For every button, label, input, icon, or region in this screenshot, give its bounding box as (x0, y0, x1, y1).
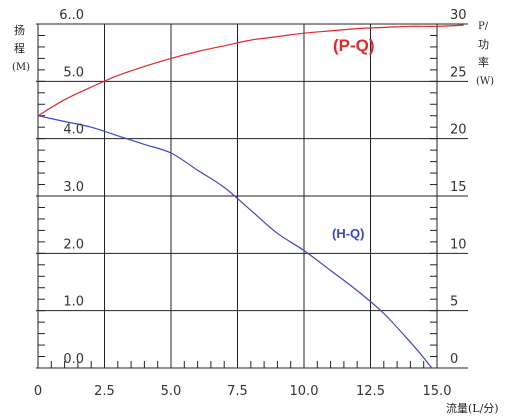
hq-curve-line (37, 115, 433, 369)
pq-curve-label: (P-Q) (333, 36, 375, 55)
left-tick-label: 5.0 (63, 65, 84, 80)
x-tick-label: 5.0 (161, 384, 182, 399)
left-tick-label: 4.0 (63, 123, 84, 138)
right-tick-label: 30 (450, 8, 467, 23)
left-axis-title-line-3: (M) (12, 62, 30, 73)
right-axis-title: P/ 功 率 (W) (476, 21, 494, 87)
right-axis-title-line-3: 率 (478, 55, 489, 69)
x-axis-label: 流量(L/分) (446, 401, 499, 415)
left-tick-label: 6..0 (59, 8, 84, 23)
left-tick-label: 2.0 (63, 237, 84, 252)
right-tick-label: 20 (450, 123, 467, 138)
tick-labels: 0 2.5 5.0 7.5 10.0 12.5 15.0 0.0 1.0 2.0 3.0 4.0 5.0… (34, 8, 467, 399)
left-tick-label: 1.0 (63, 295, 84, 310)
right-tick-label: 0 (450, 352, 458, 367)
left-axis-title: 扬 程 (M) (12, 23, 30, 73)
right-axis-title-line-1: P/ (478, 21, 489, 32)
right-tick-label: 15 (450, 180, 467, 195)
right-tick-label: 5 (450, 295, 458, 310)
left-tick-label: 3.0 (63, 180, 84, 195)
right-axis-title-line-2: 功 (478, 38, 489, 51)
x-tick-label: 15.0 (423, 384, 452, 399)
x-tick-label: 2.5 (94, 384, 115, 399)
series-layer (37, 24, 464, 369)
left-tick-label: 0.0 (63, 352, 84, 367)
hq-curve-label: (H-Q) (332, 226, 365, 241)
left-axis-title-line-1: 扬 (14, 23, 25, 37)
left-axis-title-line-2: 程 (14, 42, 25, 55)
x-tick-label: 7.5 (227, 384, 248, 399)
x-tick-label: 10.0 (290, 384, 319, 399)
gridlines (36, 23, 468, 369)
x-tick-label: 12.5 (356, 384, 385, 399)
minor-ticks (37, 23, 438, 369)
right-axis-title-line-4: (W) (476, 76, 494, 87)
x-tick-label: 0 (34, 384, 42, 399)
right-tick-label: 10 (450, 237, 467, 252)
pq-curve-line (37, 24, 464, 117)
right-tick-label: 25 (450, 65, 467, 80)
